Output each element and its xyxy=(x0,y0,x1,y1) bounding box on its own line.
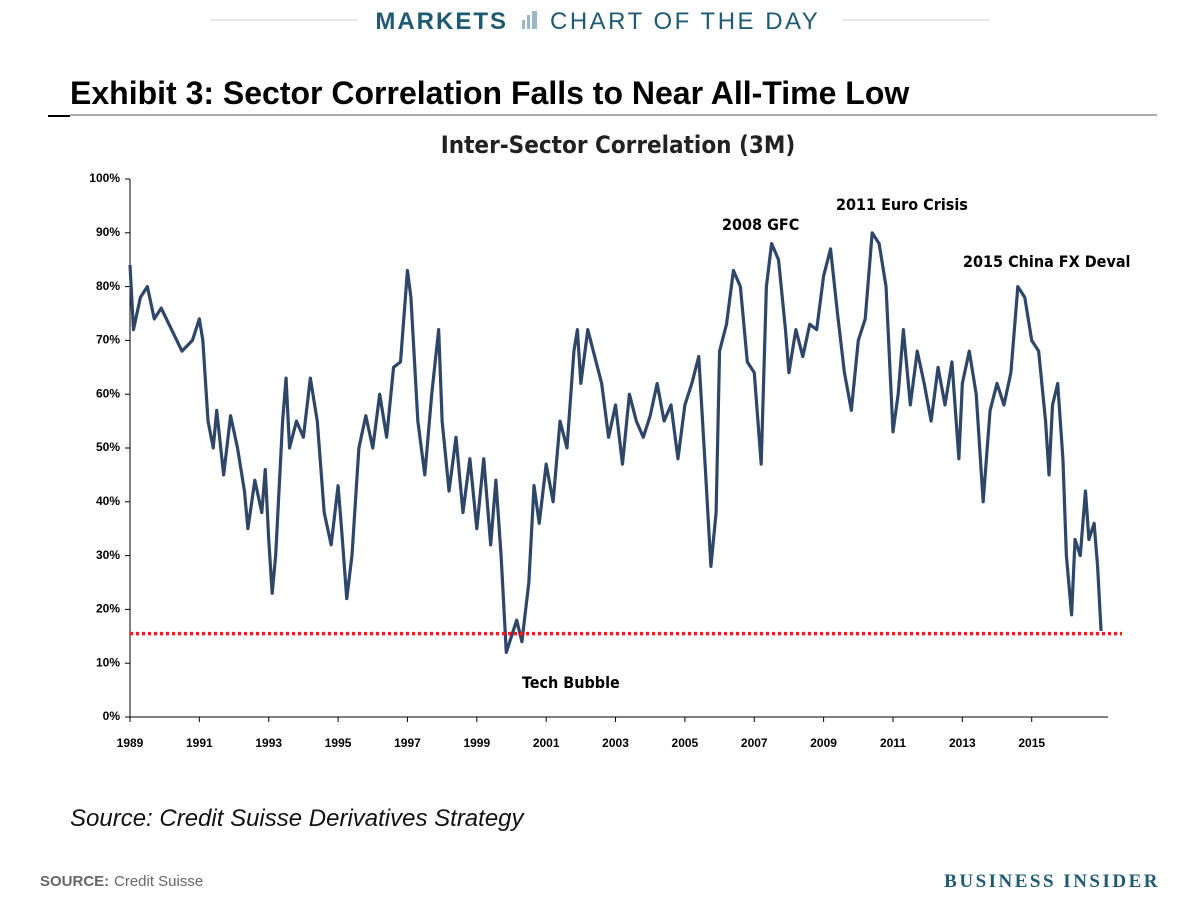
x-tick-label: 2011 xyxy=(880,736,906,750)
footer-source: Credit Suisse xyxy=(114,873,203,890)
y-tick-label: 80% xyxy=(96,279,120,293)
x-tick-label: 2001 xyxy=(533,736,560,750)
y-tick-label: 50% xyxy=(96,440,120,454)
y-tick-label: 90% xyxy=(96,225,120,239)
y-tick-label: 40% xyxy=(96,494,120,508)
x-tick-label: 2003 xyxy=(602,736,629,750)
section-label: MARKETS xyxy=(375,8,508,35)
series-line xyxy=(128,231,1103,655)
header-icon xyxy=(522,11,537,29)
x-tick-label: 2009 xyxy=(810,736,837,750)
y-tick-label: 60% xyxy=(96,386,120,400)
annotation: 2015 China FX Deval xyxy=(963,252,1130,271)
x-tick-label: 1997 xyxy=(394,736,421,750)
y-tick-label: 20% xyxy=(96,602,120,616)
x-tick-label: 1991 xyxy=(186,736,213,750)
brand: BUSINESS INSIDER xyxy=(944,871,1160,892)
x-tick-label: 1993 xyxy=(255,736,282,750)
annotation: Tech Bubble xyxy=(522,673,620,692)
x-tick-label: 2015 xyxy=(1018,736,1045,750)
y-tick-label: 30% xyxy=(96,548,120,562)
x-tick-label: 1995 xyxy=(325,736,352,750)
footer-source-label: SOURCE: xyxy=(40,873,109,890)
y-tick-label: 10% xyxy=(96,655,120,669)
y-tick-label: 0% xyxy=(103,709,121,723)
annotation: 2008 GFC xyxy=(722,215,799,234)
x-tick-label: 1999 xyxy=(463,736,490,750)
exhibit-title: Exhibit 3: Sector Correlation Falls to N… xyxy=(70,75,909,111)
y-tick-label: 70% xyxy=(96,333,120,347)
x-tick-label: 2005 xyxy=(672,736,699,750)
x-tick-label: 1989 xyxy=(117,736,144,750)
annotation: 2011 Euro Crisis xyxy=(836,195,968,214)
plot: 0% 10% 20% 30% 40% 50% 60% 70% 80% 90% 100% 1989 199… xyxy=(89,171,1122,750)
x-tick-label: 2013 xyxy=(949,736,976,750)
chart-title: Inter-Sector Correlation (3M) xyxy=(441,131,796,159)
source-note: Source: Credit Suisse Derivatives Strate… xyxy=(70,805,526,832)
y-tick-label: 100% xyxy=(89,171,120,185)
header-label: CHART OF THE DAY xyxy=(550,8,820,35)
x-tick-label: 2007 xyxy=(741,736,768,750)
